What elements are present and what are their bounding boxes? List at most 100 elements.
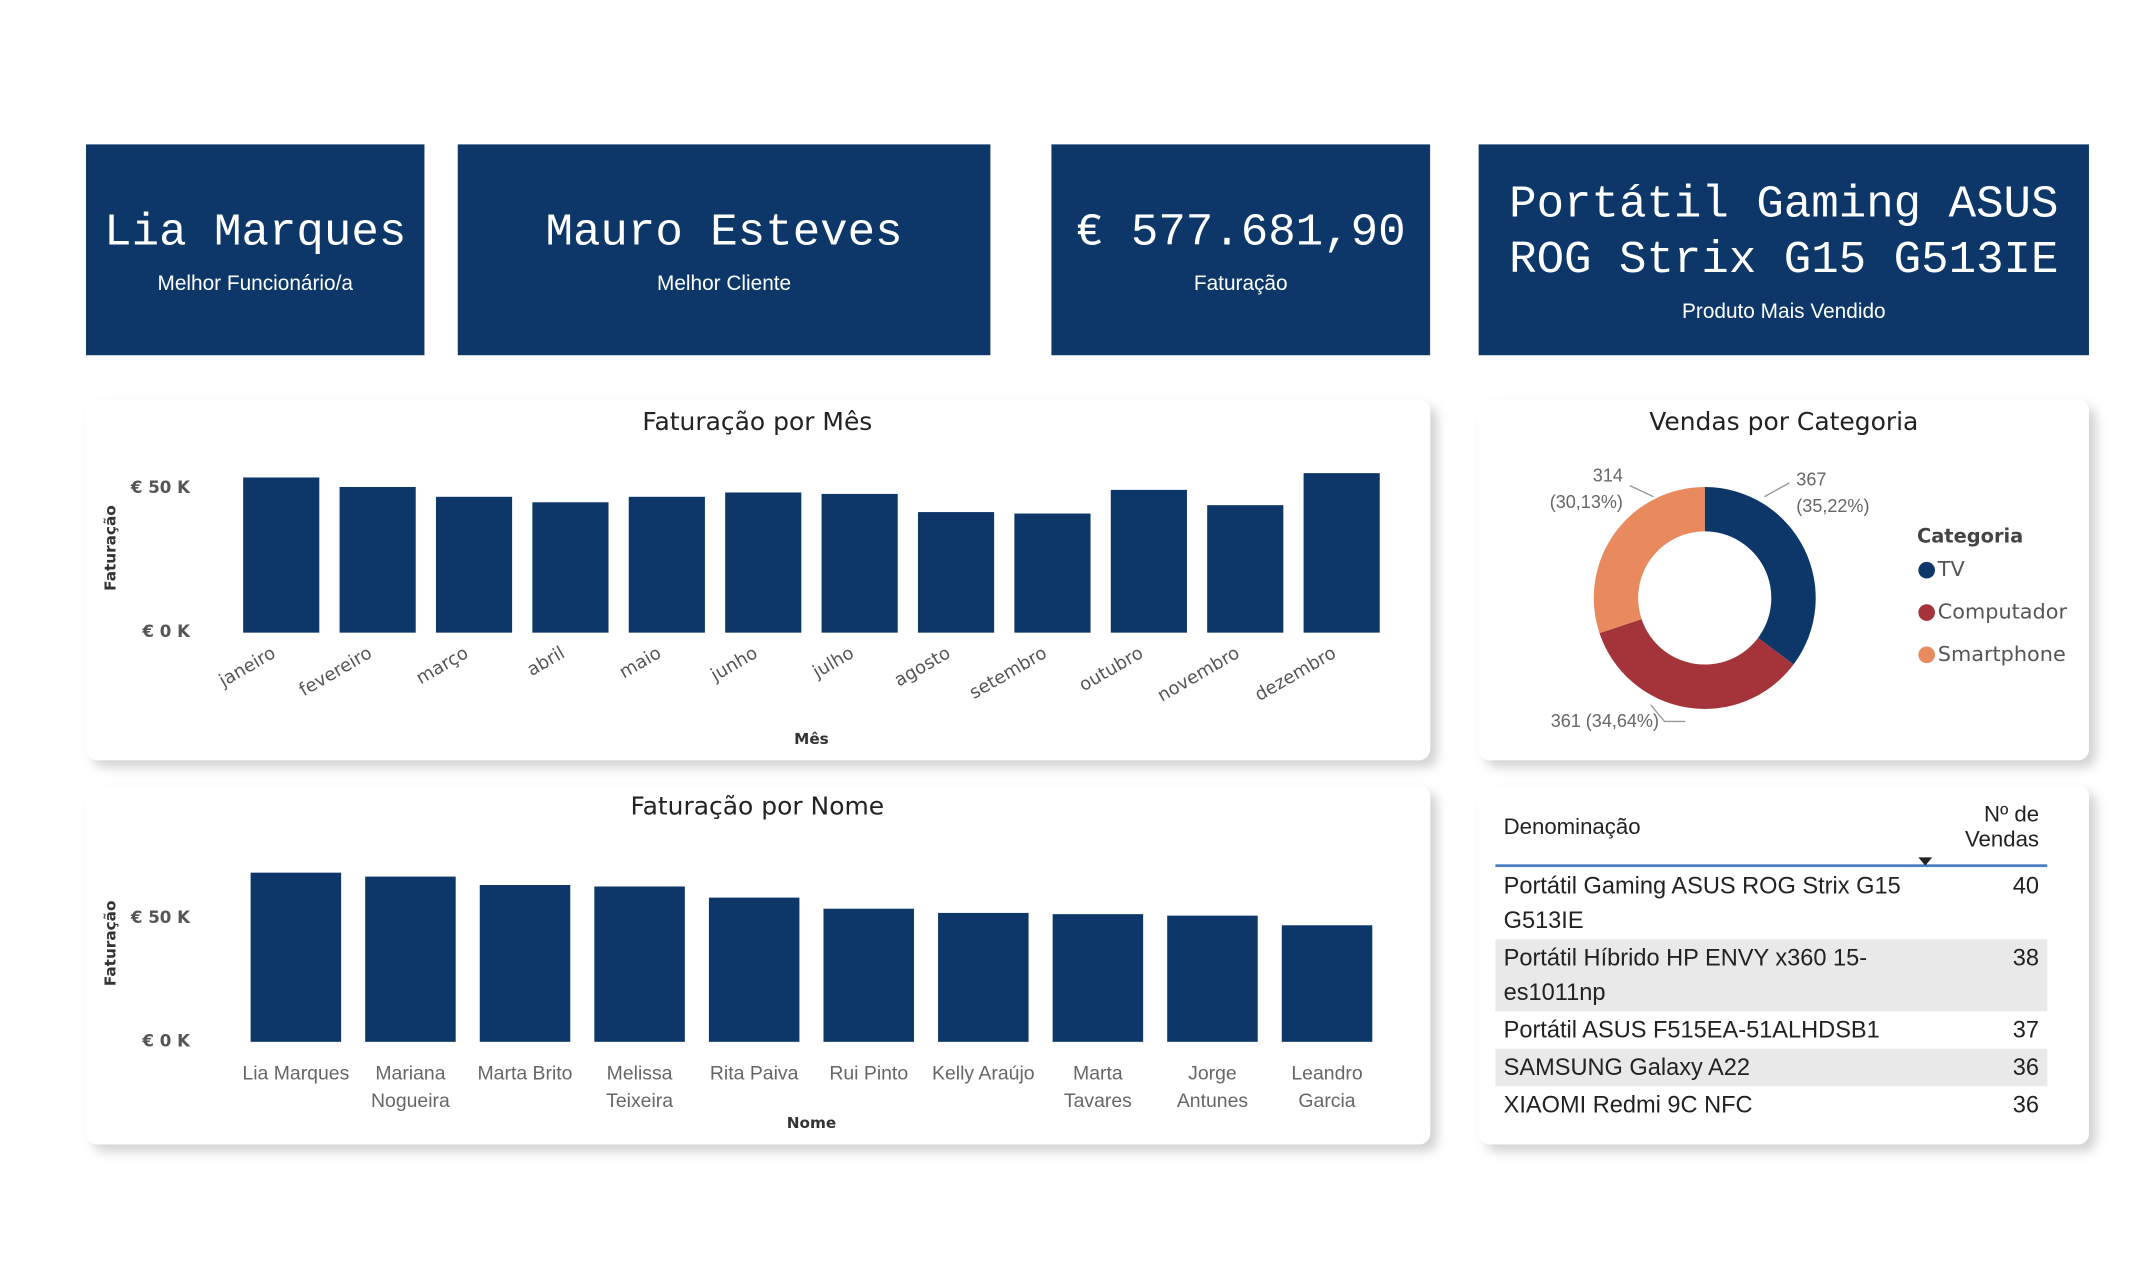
table-cell: 36 [1910, 1048, 2048, 1087]
data-label: 314 (30,13%) [1549, 464, 1623, 512]
donut-slice [1704, 487, 1816, 665]
x-tick-label-box: Melissa Teixeira [606, 1061, 674, 1112]
table-cell: Portátil ASUS F515EA-51ALHDSB1 [1503, 1016, 1880, 1044]
leader-line [1629, 484, 1654, 498]
table-cell: 36 [2012, 1091, 2040, 1119]
kpi-value: Lia Marques [104, 206, 407, 258]
kpi-card [457, 144, 991, 356]
leader-line [1764, 482, 1790, 498]
bar [1110, 489, 1187, 633]
x-tick-label-box: Marta Tavares [1063, 1061, 1132, 1112]
legend-title: Categoria [1917, 524, 2023, 547]
kpi-card [1051, 144, 1431, 356]
x-tick-label-box: Rita Paiva [709, 1061, 799, 1084]
x-tick-label: Rita Paiva [709, 1061, 799, 1084]
bar [1303, 473, 1380, 633]
legend-label: Computador [1938, 600, 2068, 624]
table-row: XIAOMI Redmi 9C NFC 36 [1495, 1086, 2047, 1123]
x-tick-label-box: Leandro Garcia [1291, 1061, 1363, 1112]
kpi-card-box: € 577.681,90 Faturação [1051, 144, 1430, 355]
y-tick-label: € 50 K [130, 478, 191, 497]
x-tick-label-box: Kelly Araújo [932, 1061, 1035, 1084]
chart-title: Vendas por Categoria [1649, 407, 1918, 436]
x-tick-label: Marta Tavares [1063, 1061, 1132, 1112]
table-cell: Portátil Gaming ASUS ROG Strix G15 G513I… [1503, 872, 1901, 934]
table-cell: Portátil Híbrido HP ENVY x360 15-es1011n… [1495, 939, 1911, 1012]
bar [1052, 914, 1144, 1042]
bar [917, 512, 995, 633]
kpi-card-box: Portátil Gaming ASUS ROG Strix G15 G513I… [1479, 144, 2089, 355]
bar [250, 872, 342, 1042]
x-tick-label-box: Lia Marques [242, 1061, 350, 1084]
bar [1207, 505, 1284, 633]
x-tick-label-box: Rui Pinto [829, 1061, 909, 1084]
bar [243, 477, 320, 633]
x-tick-label: Marta Brito [477, 1061, 573, 1084]
table-row: Portátil Gaming ASUS ROG Strix G15 G513I… [1495, 866, 2047, 940]
x-tick-label: Leandro Garcia [1291, 1061, 1363, 1112]
table-header-row: Denominação Nº de Vendas [1495, 797, 2048, 868]
table-cell: 37 [2012, 1016, 2040, 1044]
kpi-card-content: Portátil Gaming ASUS ROG Strix G15 G513I… [1479, 144, 2089, 355]
x-tick-label: Jorge Antunes [1176, 1061, 1249, 1112]
data-label-box: 314 (30,13%) [1549, 464, 1623, 512]
y-axis-label: Faturação [101, 901, 119, 987]
legend-marker [1918, 561, 1935, 579]
kpi-label: Melhor Cliente [656, 271, 792, 295]
kpi-value: Mauro Esteves [545, 206, 903, 258]
table-cell: SAMSUNG Galaxy A22 [1495, 1048, 1911, 1087]
table-cell: 40 [2012, 872, 2040, 899]
x-tick-label-box: Marta Brito [477, 1061, 573, 1084]
kpi-card-content: Lia Marques Melhor Funcionário/a [86, 144, 424, 355]
bar [1167, 915, 1258, 1042]
x-tick-label: Kelly Araújo [932, 1061, 1035, 1084]
kpi-card-box: Lia Marques Melhor Funcionário/a [86, 144, 424, 355]
kpi-value: € 577.681,90 [1075, 206, 1406, 258]
bar [823, 908, 914, 1042]
bar [725, 492, 802, 633]
table-cell: 38 [1910, 939, 2048, 1012]
leader-line [1650, 704, 1686, 723]
chart-title: Faturação por Mês [642, 407, 872, 436]
bar [628, 496, 705, 633]
x-tick-label: Lia Marques [242, 1061, 350, 1084]
x-axis-label: Mês [794, 730, 829, 748]
bar [1281, 925, 1373, 1042]
y-tick-label: € 0 K [141, 1031, 191, 1050]
column-header: Denominação [1495, 797, 1911, 868]
x-tick-label-box: Jorge Antunes [1176, 1061, 1249, 1112]
x-tick-label: Rui Pinto [829, 1061, 909, 1084]
x-axis-label: Nome [787, 1114, 836, 1132]
bar [339, 486, 416, 633]
bar [708, 897, 800, 1042]
x-tick-label: Mariana Nogueira [371, 1061, 450, 1112]
sort-arrow [1918, 857, 1933, 866]
data-label: 367 (35,22%) [1796, 468, 1870, 517]
kpi-label: Produto Mais Vendido [1682, 299, 1886, 323]
kpi-value: Portátil Gaming ASUS ROG Strix G15 G513I… [1509, 178, 2059, 286]
data-label: 361 (34,64%) [1550, 710, 1659, 732]
y-axis-label: Faturação [101, 505, 119, 591]
bar [435, 496, 513, 633]
x-tick-label-box: Mariana Nogueira [371, 1061, 450, 1112]
column-header: Nº de Vendas [1910, 797, 2048, 868]
bar [594, 886, 685, 1042]
data-label-box: 367 (35,22%) [1796, 468, 1870, 517]
y-tick-label: € 0 K [141, 622, 191, 641]
legend-label: Smartphone [1938, 642, 2066, 666]
x-tick-label: Melissa Teixeira [606, 1061, 674, 1112]
kpi-label: Melhor Funcionário/a [157, 271, 353, 295]
donut-slice [1599, 619, 1794, 709]
table-row: Portátil ASUS F515EA-51ALHDSB1 37 [1495, 1011, 2047, 1048]
bar [1014, 513, 1091, 633]
bar [365, 876, 456, 1042]
kpi-card [86, 144, 425, 356]
kpi-label: Faturação [1193, 271, 1288, 295]
table-cell: XIAOMI Redmi 9C NFC [1503, 1091, 1753, 1119]
donut-slice [1593, 487, 1705, 634]
y-tick-label: € 50 K [130, 908, 191, 927]
bar [821, 493, 898, 633]
